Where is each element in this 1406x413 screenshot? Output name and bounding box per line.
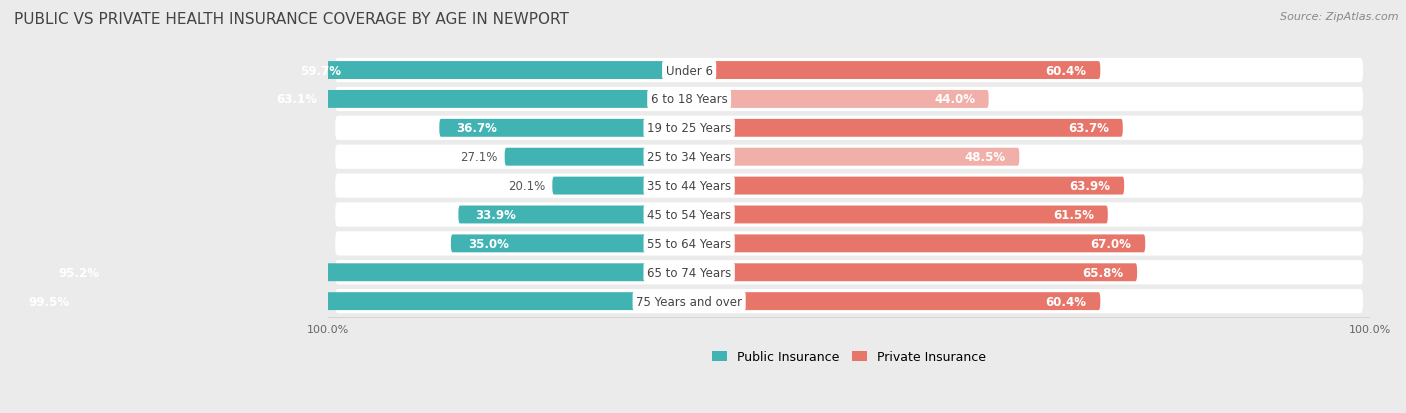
Text: 67.0%: 67.0%	[1091, 237, 1132, 250]
Text: 63.1%: 63.1%	[277, 93, 318, 106]
Text: 60.4%: 60.4%	[1046, 295, 1087, 308]
Text: Under 6: Under 6	[665, 64, 713, 77]
FancyBboxPatch shape	[451, 235, 689, 253]
FancyBboxPatch shape	[689, 263, 1137, 282]
Text: 55 to 64 Years: 55 to 64 Years	[647, 237, 731, 250]
Text: 36.7%: 36.7%	[457, 122, 498, 135]
FancyBboxPatch shape	[689, 177, 1125, 195]
FancyBboxPatch shape	[283, 62, 689, 80]
Text: 65 to 74 Years: 65 to 74 Years	[647, 266, 731, 279]
FancyBboxPatch shape	[335, 116, 1362, 140]
Text: Source: ZipAtlas.com: Source: ZipAtlas.com	[1281, 12, 1399, 22]
Text: 63.7%: 63.7%	[1069, 122, 1109, 135]
Text: 35.0%: 35.0%	[468, 237, 509, 250]
FancyBboxPatch shape	[689, 62, 1101, 80]
Text: 20.1%: 20.1%	[508, 180, 546, 192]
FancyBboxPatch shape	[335, 261, 1362, 285]
Text: 35 to 44 Years: 35 to 44 Years	[647, 180, 731, 192]
Text: 75 Years and over: 75 Years and over	[636, 295, 742, 308]
FancyBboxPatch shape	[689, 91, 988, 109]
FancyBboxPatch shape	[689, 120, 1123, 138]
Text: 60.4%: 60.4%	[1046, 64, 1087, 77]
Text: 33.9%: 33.9%	[475, 209, 516, 221]
Text: 65.8%: 65.8%	[1083, 266, 1123, 279]
FancyBboxPatch shape	[689, 206, 1108, 224]
Text: 25 to 34 Years: 25 to 34 Years	[647, 151, 731, 164]
FancyBboxPatch shape	[335, 232, 1362, 256]
FancyBboxPatch shape	[335, 145, 1362, 169]
Text: 59.7%: 59.7%	[299, 64, 340, 77]
FancyBboxPatch shape	[335, 203, 1362, 227]
Text: 63.9%: 63.9%	[1070, 180, 1111, 192]
FancyBboxPatch shape	[689, 148, 1019, 166]
FancyBboxPatch shape	[41, 263, 689, 282]
Legend: Public Insurance, Private Insurance: Public Insurance, Private Insurance	[707, 345, 991, 368]
Text: 45 to 54 Years: 45 to 54 Years	[647, 209, 731, 221]
Text: 19 to 25 Years: 19 to 25 Years	[647, 122, 731, 135]
Text: 48.5%: 48.5%	[965, 151, 1005, 164]
FancyBboxPatch shape	[439, 120, 689, 138]
FancyBboxPatch shape	[335, 174, 1362, 198]
FancyBboxPatch shape	[260, 91, 689, 109]
FancyBboxPatch shape	[689, 292, 1101, 310]
Text: 61.5%: 61.5%	[1053, 209, 1094, 221]
Text: 99.5%: 99.5%	[30, 295, 70, 308]
Text: PUBLIC VS PRIVATE HEALTH INSURANCE COVERAGE BY AGE IN NEWPORT: PUBLIC VS PRIVATE HEALTH INSURANCE COVER…	[14, 12, 569, 27]
Text: 44.0%: 44.0%	[934, 93, 974, 106]
FancyBboxPatch shape	[11, 292, 689, 310]
FancyBboxPatch shape	[458, 206, 689, 224]
FancyBboxPatch shape	[335, 59, 1362, 83]
FancyBboxPatch shape	[335, 88, 1362, 112]
Text: 6 to 18 Years: 6 to 18 Years	[651, 93, 727, 106]
FancyBboxPatch shape	[689, 235, 1146, 253]
FancyBboxPatch shape	[505, 148, 689, 166]
FancyBboxPatch shape	[553, 177, 689, 195]
Text: 95.2%: 95.2%	[58, 266, 98, 279]
Text: 27.1%: 27.1%	[461, 151, 498, 164]
FancyBboxPatch shape	[335, 290, 1362, 313]
